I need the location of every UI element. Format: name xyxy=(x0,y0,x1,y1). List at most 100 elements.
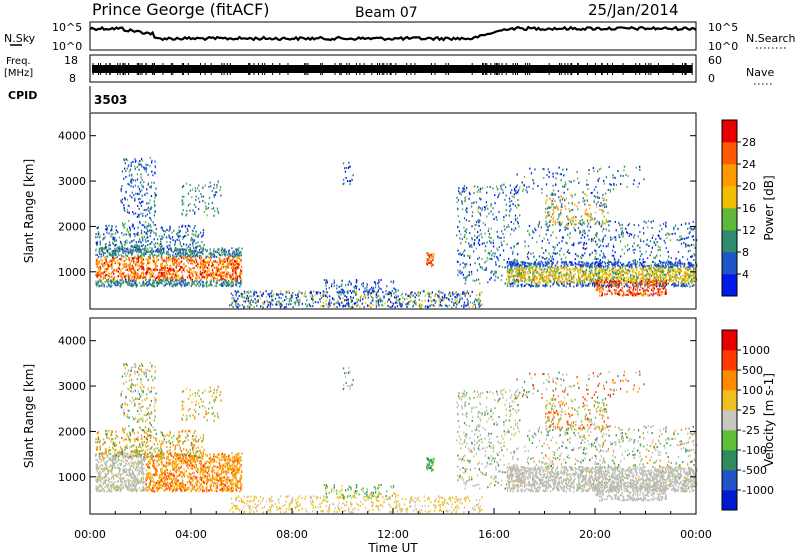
power-cell xyxy=(128,275,130,278)
power-cell xyxy=(292,292,294,294)
power-cell xyxy=(531,266,533,269)
power-cell xyxy=(669,269,671,272)
power-cell xyxy=(138,267,141,270)
power-cell xyxy=(501,230,503,233)
power-cell xyxy=(342,289,345,292)
power-cell xyxy=(468,274,470,277)
power-cell xyxy=(226,271,228,274)
power-cell xyxy=(588,262,590,265)
power-cell xyxy=(463,304,465,307)
power-cell xyxy=(195,195,197,198)
power-cell xyxy=(187,271,189,274)
power-cell xyxy=(611,268,613,271)
power-cell xyxy=(325,281,327,284)
power-cell xyxy=(113,257,115,260)
power-cell xyxy=(117,262,119,264)
power-cell xyxy=(221,262,224,265)
power-cell xyxy=(123,275,125,278)
power-cell xyxy=(690,268,692,271)
power-cell xyxy=(140,231,143,234)
power-cell xyxy=(146,281,148,284)
freq-spike xyxy=(182,63,184,75)
power-cell xyxy=(518,264,521,267)
power-cell xyxy=(163,249,165,252)
power-cell xyxy=(565,274,567,276)
power-cell xyxy=(531,284,533,287)
power-cell xyxy=(479,282,481,285)
power-cell xyxy=(141,277,144,280)
power-cell xyxy=(144,249,146,252)
power-cell xyxy=(193,227,195,230)
power-cell xyxy=(466,275,468,278)
power-cell xyxy=(334,302,336,305)
power-cell xyxy=(209,185,212,188)
power-cell xyxy=(250,304,253,306)
power-cell xyxy=(205,261,207,263)
power-cell xyxy=(351,299,353,302)
power-cell xyxy=(95,241,97,244)
power-cell xyxy=(236,284,238,287)
power-cell xyxy=(169,228,171,231)
power-cell xyxy=(163,230,165,233)
power-cell xyxy=(461,191,463,193)
power-cell xyxy=(112,236,114,239)
power-cell xyxy=(684,275,686,278)
power-cell xyxy=(608,269,611,272)
power-cell xyxy=(607,277,609,280)
power-cell xyxy=(428,293,430,296)
freq-spike xyxy=(681,63,683,75)
power-cell xyxy=(615,263,617,266)
power-cell xyxy=(591,266,593,269)
power-cell xyxy=(377,301,380,304)
power-cell xyxy=(283,306,285,309)
power-cell xyxy=(125,176,127,178)
power-cell xyxy=(438,292,441,295)
power-cell xyxy=(389,305,391,308)
power-cell xyxy=(176,258,178,261)
power-cell xyxy=(526,279,528,282)
power-cell xyxy=(333,279,335,282)
power-cell xyxy=(183,257,185,260)
power-cell xyxy=(577,271,579,274)
power-cell xyxy=(178,263,180,266)
power-cell xyxy=(377,282,379,285)
power-cell xyxy=(187,245,190,248)
power-cell xyxy=(213,194,215,196)
power-cell xyxy=(644,266,646,269)
power-cell xyxy=(246,296,248,299)
nsearch-label: N.Search xyxy=(746,32,796,45)
power-cell xyxy=(114,252,116,255)
power-cell xyxy=(150,249,152,252)
power-cell xyxy=(227,283,229,286)
power-cell xyxy=(96,260,98,263)
power-cell xyxy=(99,280,102,283)
power-cell xyxy=(689,264,692,266)
power-cell xyxy=(164,268,166,271)
power-cell xyxy=(186,259,188,262)
power-cell xyxy=(250,304,252,306)
power-cell xyxy=(430,296,432,299)
power-cell xyxy=(207,206,210,209)
power-cell xyxy=(134,282,137,285)
power-cell xyxy=(227,263,229,265)
freq-spike xyxy=(684,63,686,75)
power-cell xyxy=(142,282,144,285)
power-cell xyxy=(223,252,225,255)
power-cell xyxy=(651,274,653,277)
power-cell xyxy=(317,301,319,304)
power-cell xyxy=(463,290,465,293)
power-cell xyxy=(181,276,183,279)
power-cell xyxy=(280,305,282,308)
power-cell xyxy=(232,305,234,308)
power-cell xyxy=(146,202,148,205)
power-cell xyxy=(506,285,509,287)
power-cell xyxy=(393,292,395,295)
power-cell xyxy=(135,261,138,264)
power-cell xyxy=(511,265,513,268)
power-cell xyxy=(680,282,682,285)
power-cell xyxy=(516,279,519,281)
power-cell xyxy=(257,300,259,303)
power-cell xyxy=(115,269,117,272)
power-cell xyxy=(601,268,603,271)
power-cell xyxy=(112,253,115,256)
